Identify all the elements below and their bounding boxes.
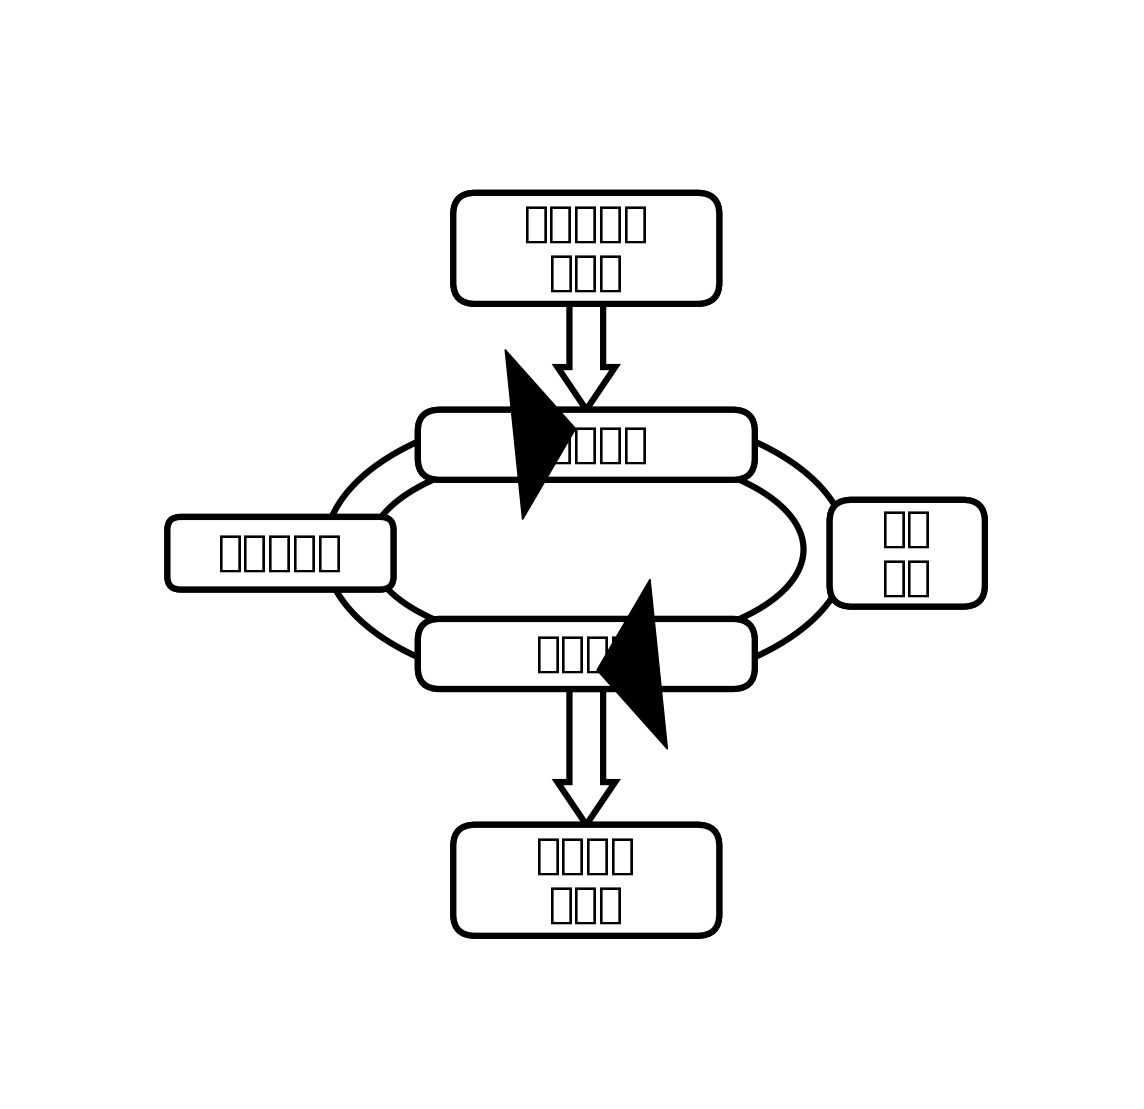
FancyBboxPatch shape <box>453 193 720 304</box>
Text: 洗烘后焙烧: 洗烘后焙烧 <box>217 532 343 574</box>
Text: 酸洗干燥: 酸洗干燥 <box>537 633 636 675</box>
Text: 洗烘后焙烧: 洗烘后焙烧 <box>217 532 343 574</box>
Polygon shape <box>623 410 848 688</box>
Text: 同步
还原: 同步 还原 <box>882 508 932 599</box>
FancyBboxPatch shape <box>418 409 755 480</box>
Polygon shape <box>325 410 549 688</box>
FancyBboxPatch shape <box>167 517 394 590</box>
Text: 双元前驱体
悬浮液: 双元前驱体 悬浮液 <box>524 203 649 294</box>
FancyBboxPatch shape <box>418 409 755 480</box>
Text: 微波至沸腾: 微波至沸腾 <box>524 424 649 466</box>
Polygon shape <box>597 579 667 750</box>
FancyBboxPatch shape <box>167 517 394 590</box>
FancyBboxPatch shape <box>453 825 720 936</box>
Text: 酸洗干燥: 酸洗干燥 <box>537 633 636 675</box>
Text: 同步
还原: 同步 还原 <box>882 508 932 599</box>
Polygon shape <box>557 304 615 409</box>
FancyBboxPatch shape <box>418 619 755 689</box>
Text: 双元前驱体
悬浮液: 双元前驱体 悬浮液 <box>524 203 649 294</box>
FancyBboxPatch shape <box>453 825 720 936</box>
FancyBboxPatch shape <box>829 500 985 607</box>
Text: 双元合金
催化剂: 双元合金 催化剂 <box>537 835 636 926</box>
FancyBboxPatch shape <box>418 619 755 689</box>
Text: 双元合金
催化剂: 双元合金 催化剂 <box>537 835 636 926</box>
Polygon shape <box>557 689 615 825</box>
FancyBboxPatch shape <box>829 500 985 607</box>
FancyBboxPatch shape <box>453 193 720 304</box>
Polygon shape <box>506 349 575 519</box>
Text: 微波至沸腾: 微波至沸腾 <box>524 424 649 466</box>
